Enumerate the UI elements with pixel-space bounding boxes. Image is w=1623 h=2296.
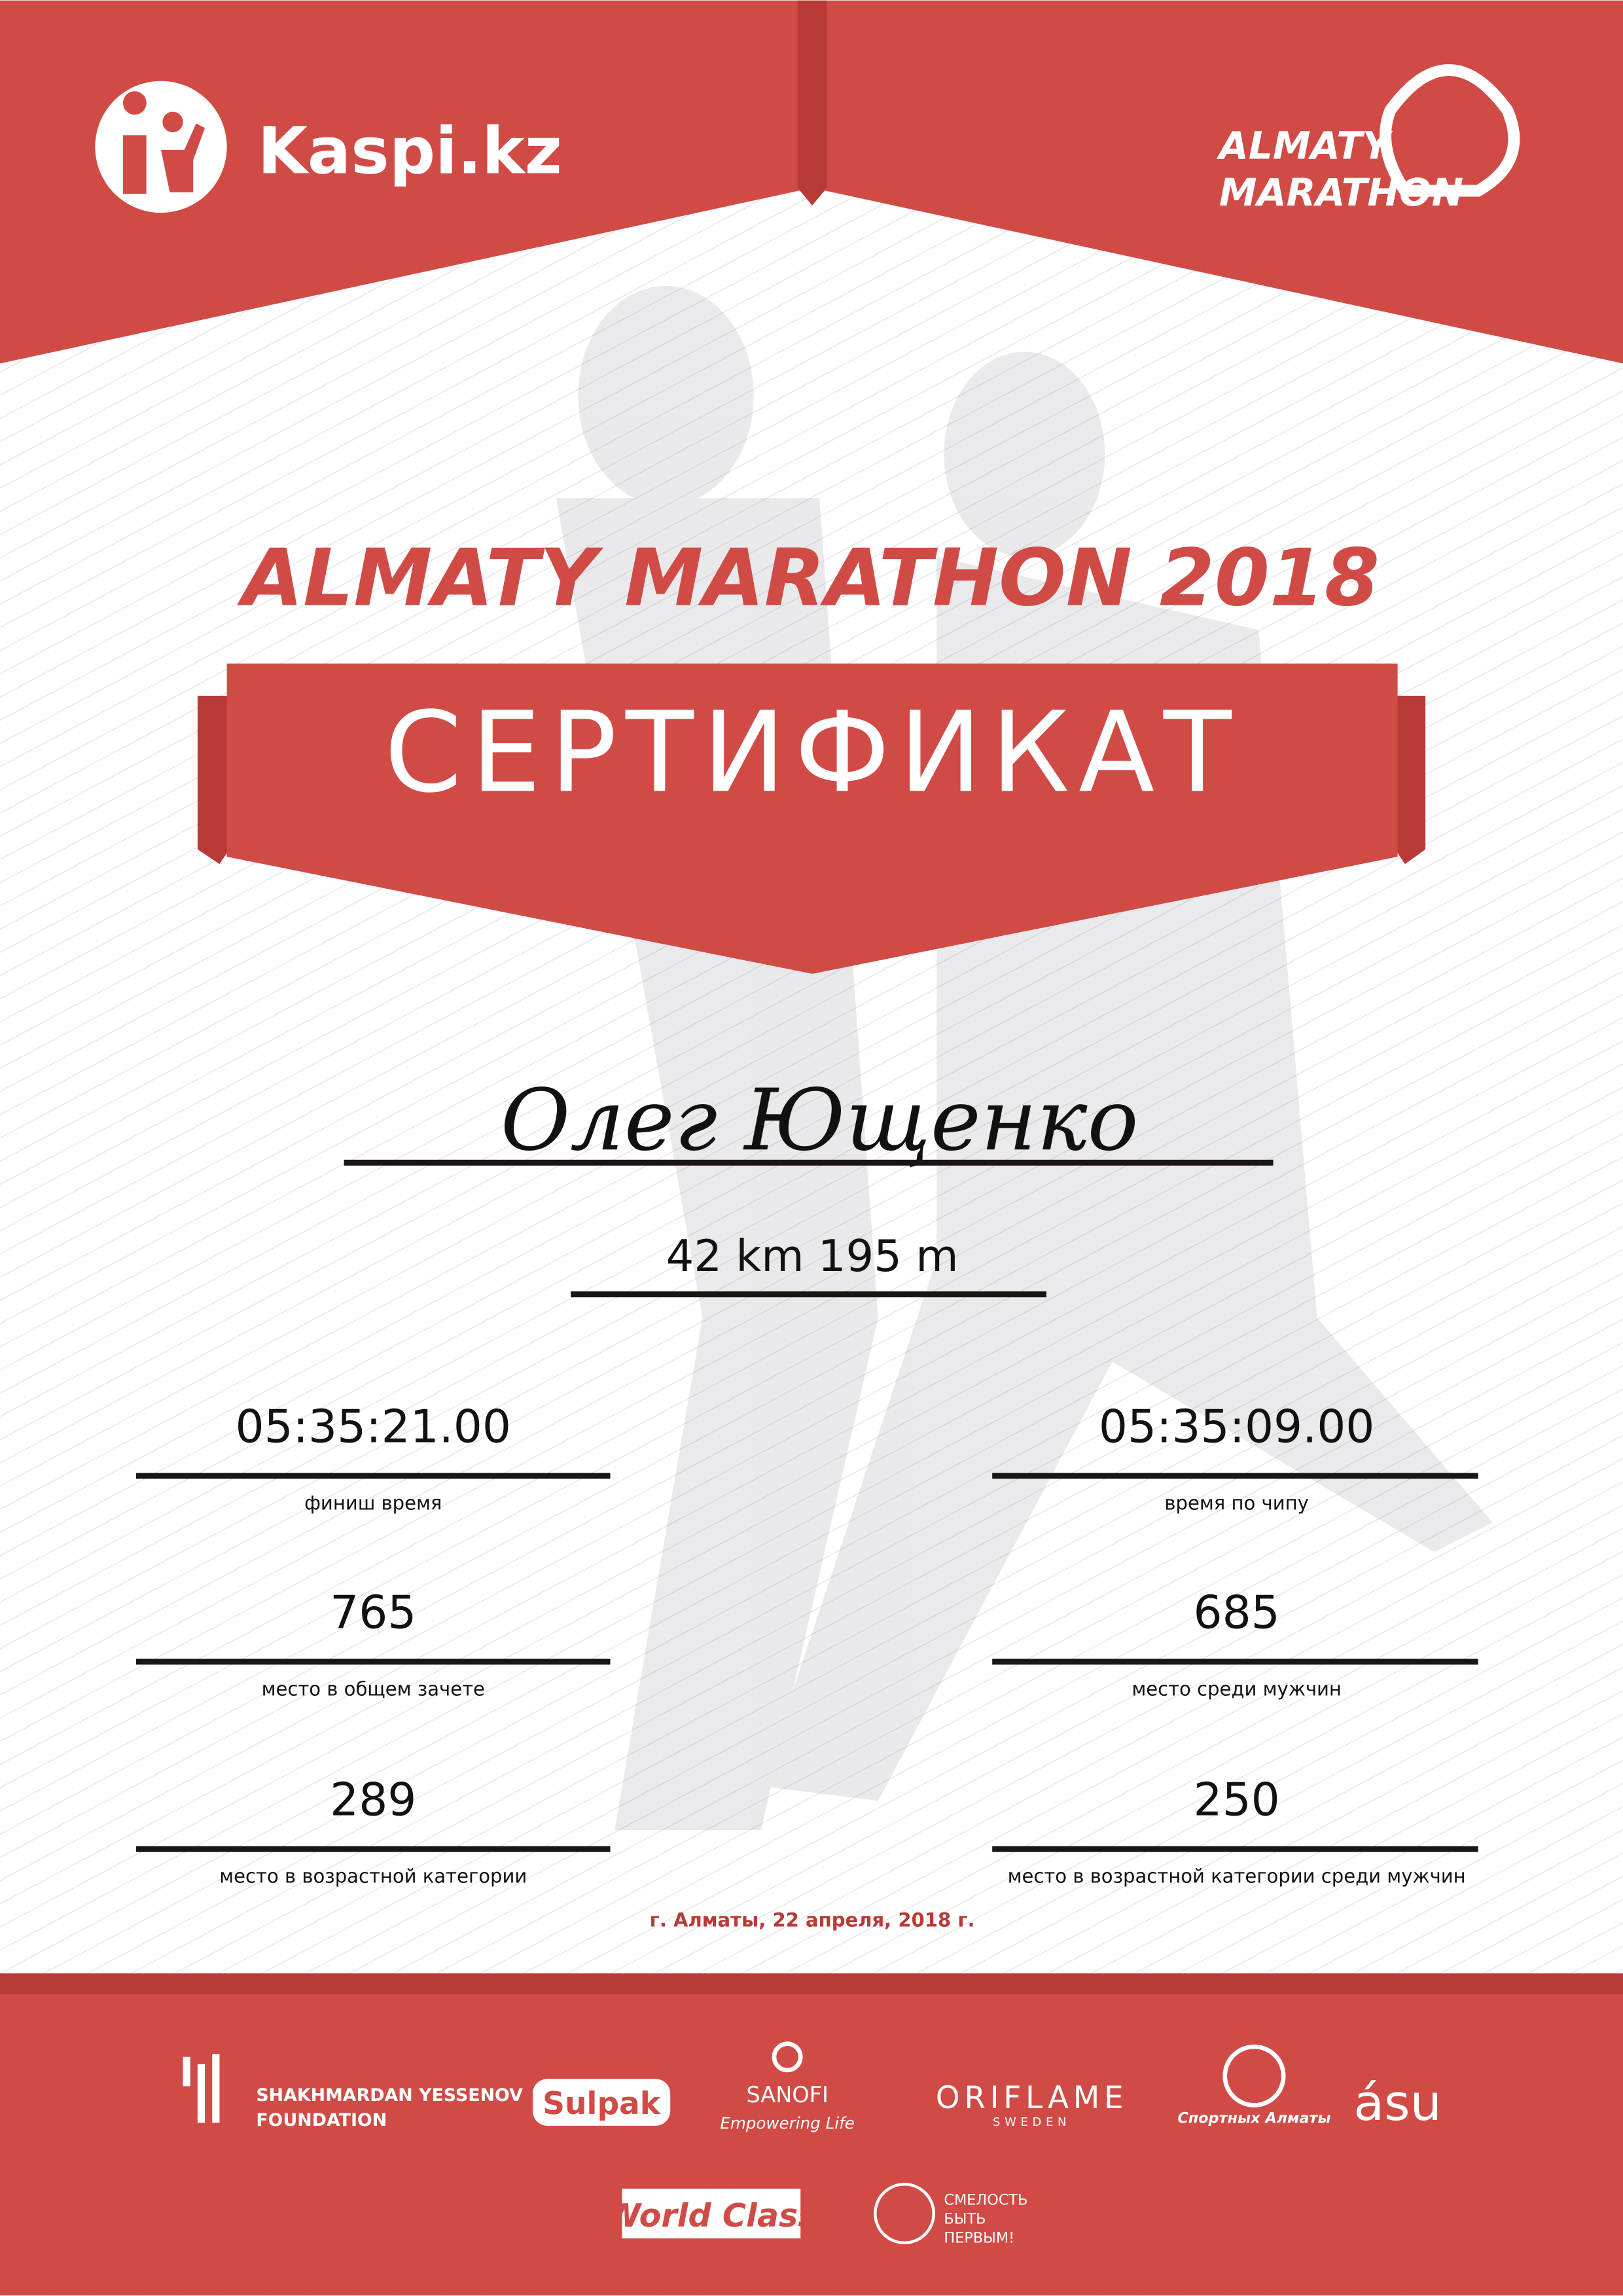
yessenov-icon [183, 2056, 190, 2087]
sponsor-worldclass: World Class [605, 2197, 817, 2234]
distance: 42 km 195 m [666, 1230, 959, 1282]
sponsor-sulpak: Sulpak [543, 2086, 662, 2122]
banner-tab-left [197, 695, 234, 865]
fund-icon [874, 2183, 935, 2244]
result-label: финиш время [304, 1492, 442, 1514]
participant-name: Олег Ющенко [501, 1071, 1139, 1170]
sponsor-sport: Спортных Алматы [1177, 2109, 1330, 2126]
result-value: 289 [330, 1774, 416, 1827]
kaspi-figures [122, 91, 205, 194]
marathon-logo-line1: ALMATY [1217, 123, 1394, 168]
worldclass-badge [622, 2188, 801, 2239]
sponsor-oriflame: ORIFLAME [936, 2080, 1128, 2116]
result-value: 05:35:21.00 [235, 1401, 511, 1453]
result-label: время по чипу [1164, 1492, 1308, 1514]
sponsor-asu: ásu [1353, 2073, 1441, 2132]
result-value: 765 [330, 1587, 416, 1639]
event-title: ALMATY MARATHON 2018 [237, 532, 1380, 624]
yessenov-icon [197, 2064, 205, 2123]
sanofi-icon [772, 2041, 803, 2073]
sport-icon [1222, 2044, 1286, 2108]
sponsor-yessenov: FOUNDATION [256, 2110, 387, 2130]
sponsor-yessenov: SHAKHMARDAN YESSENOV [256, 2085, 523, 2106]
result-value: 05:35:09.00 [1099, 1401, 1375, 1453]
banner [226, 663, 1398, 974]
result-label: место в возрастной категории [219, 1865, 527, 1888]
marathon-logo-line2: MARATHON [1219, 170, 1463, 215]
result-label: место в общем зачете [262, 1677, 485, 1700]
footer-band [0, 1973, 1623, 2296]
header-fold [797, 0, 827, 206]
footer-stripe [0, 1973, 1623, 1994]
sponsor-sanofi: SANOFI [746, 2082, 829, 2108]
yessenov-icon [212, 2054, 220, 2123]
kaspi-icon [95, 81, 227, 213]
result-value: 250 [1193, 1774, 1279, 1827]
banner-text: СЕРТИФИКАТ [384, 688, 1240, 817]
result-value: 685 [1193, 1587, 1279, 1639]
kaspi-logo: Kaspi.kz [258, 115, 562, 189]
result-label: место среди мужчин [1132, 1677, 1342, 1700]
sponsor-fund: СМЕЛОСТЬ [944, 2192, 1027, 2209]
sponsors: SHAKHMARDAN YESSENOV FOUNDATION Sulpak S… [183, 2041, 1442, 2247]
sponsor-fund: БЫТЬ [944, 2211, 986, 2228]
sponsor-fund: ПЕРВЫМ! [944, 2230, 1014, 2247]
date-place: г. Алматы, 22 апреля, 2018 г. [650, 1909, 975, 1931]
marathon-icon [1380, 64, 1520, 197]
sponsor-sanofi-tagline: Empowering Life [720, 2113, 855, 2132]
result-label: место в возрастной категории среди мужчи… [1008, 1865, 1466, 1888]
sulpak-badge [532, 2079, 671, 2126]
banner-tab-right [1390, 695, 1426, 865]
results: 05:35:21.00 финиш время 05:35:09.00 время п… [135, 1401, 1478, 1888]
sponsor-oriflame-sub: SWEDEN [993, 2115, 1071, 2129]
